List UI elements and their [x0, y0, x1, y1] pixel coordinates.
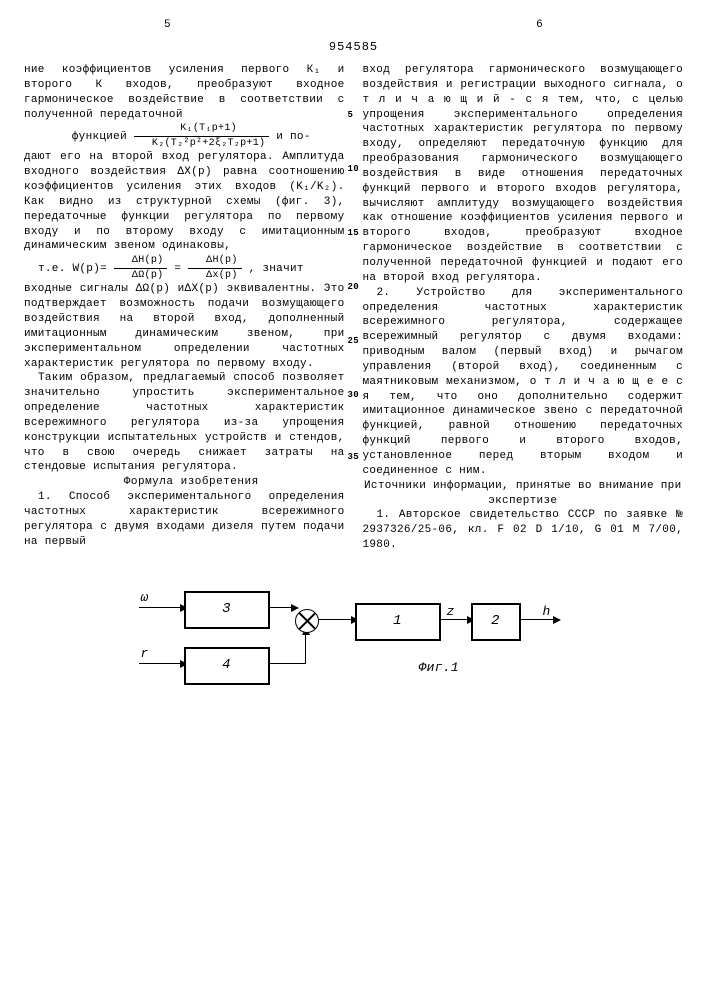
- equality-formula: т.е. W(p)= ΔH(p) ΔΩ(p) = ΔH(p) Δx(p) , з…: [24, 254, 345, 282]
- left-p4: Таким образом, предлагаемый способ позво…: [24, 371, 345, 475]
- fraction-1-num: K₁(T₁p+1): [134, 122, 269, 137]
- diagram-connector: [305, 631, 307, 664]
- diagram-block-2: 2: [471, 603, 521, 641]
- diagram-connector: [317, 619, 355, 621]
- arrowhead-icon: [553, 616, 561, 624]
- block-diagram: 3 4 12 ω r z h Фиг.1: [139, 581, 569, 711]
- arrowhead-icon: [291, 604, 299, 612]
- signal-label: z: [447, 603, 455, 621]
- page-number-row: 5 6: [24, 18, 683, 33]
- figure-label: Фиг.1: [419, 659, 460, 677]
- formula2-eq: =: [174, 263, 188, 275]
- left-p5: 1. Способ экспериментального определения…: [24, 490, 345, 549]
- diagram-connector: [266, 663, 306, 665]
- fraction-1-den: K₂(T₂²p²+2ξ₂T₂p+1): [134, 137, 269, 151]
- page: 5 6 954585 5101520253035 ние коэффициент…: [0, 0, 707, 735]
- diagram-block-1: 1: [355, 603, 441, 641]
- text-columns: 5 10 15 20 25 30 35 ние коэффициентов усиления…: [24, 63, 683, 553]
- line-marker: 30: [348, 389, 359, 401]
- page-number-left: 5: [164, 18, 171, 33]
- fraction-1: K₁(T₁p+1) K₂(T₂²p²+2ξ₂T₂p+1): [134, 122, 269, 150]
- line-marker: 20: [348, 281, 359, 293]
- formula-of-invention-title: Формула изобретения: [24, 475, 345, 490]
- diagram-connector: [139, 663, 184, 665]
- line-marker: 15: [348, 227, 359, 239]
- right-column: вход регулятора гармонического возмущающ…: [363, 63, 684, 553]
- fraction-2a-num: ΔH(p): [114, 254, 168, 269]
- signal-label: ω: [141, 589, 149, 607]
- fraction-2b: ΔH(p) Δx(p): [188, 254, 242, 282]
- line-marker: 10: [348, 163, 359, 175]
- fraction-2b-num: ΔH(p): [188, 254, 242, 269]
- left-p2: дают его на второй вход регулятора. Ампл…: [24, 150, 345, 254]
- right-p2: 2. Устройство для экспериментального опр…: [363, 286, 684, 479]
- diagram-block-4: 4: [184, 647, 270, 685]
- right-p3: Источники информации, принятые во вниман…: [363, 479, 684, 509]
- right-p1: вход регулятора гармонического возмущающ…: [363, 63, 684, 286]
- formula-suffix: и по-: [276, 131, 311, 143]
- summing-junction: [295, 609, 319, 633]
- formula2-prefix: т.е. W(p)=: [38, 263, 107, 275]
- transfer-function-formula: функцией K₁(T₁p+1) K₂(T₂²p²+2ξ₂T₂p+1) и …: [24, 122, 345, 150]
- line-marker: 25: [348, 335, 359, 347]
- left-p1: ние коэффициентов усиления первого К₁ и …: [24, 63, 345, 122]
- formula2-suffix: , значит: [249, 263, 304, 275]
- diagram-block-3: 3: [184, 591, 270, 629]
- fraction-2a-den: ΔΩ(p): [114, 269, 168, 283]
- fraction-2b-den: Δx(p): [188, 269, 242, 283]
- fraction-2a: ΔH(p) ΔΩ(p): [114, 254, 168, 282]
- document-number: 954585: [24, 39, 683, 55]
- formula-prefix: функцией: [72, 131, 127, 143]
- signal-label: r: [141, 645, 149, 663]
- diagram-connector: [139, 607, 184, 609]
- signal-label: h: [543, 603, 551, 621]
- line-marker: 5: [348, 109, 354, 121]
- line-marker: 35: [348, 451, 359, 463]
- right-p4: 1. Авторское свидетельство СССР по заявк…: [363, 508, 684, 553]
- left-p3: входные сигналы ΔΩ(p) иΔX(p) эквивалентн…: [24, 282, 345, 371]
- page-number-right: 6: [536, 18, 543, 33]
- left-column: ние коэффициентов усиления первого К₁ и …: [24, 63, 345, 553]
